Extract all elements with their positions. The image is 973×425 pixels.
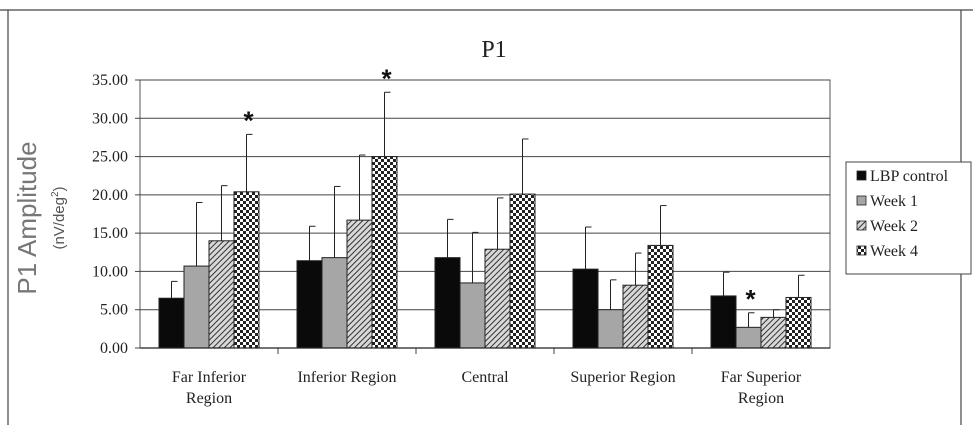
x-tick-label: Inferior Region [297, 369, 396, 386]
legend-label: Week 4 [870, 243, 918, 260]
bar [346, 219, 373, 349]
bars [158, 91, 812, 349]
x-tick-label: Region [738, 390, 784, 407]
y-tick-label: 20.00 [92, 187, 128, 204]
legend-label: Week 2 [870, 218, 918, 235]
significance-markers: * * * [243, 63, 756, 314]
legend-swatch [856, 195, 867, 206]
x-tick-label: Superior Region [570, 369, 675, 386]
y-axis-title: P1 Amplitude (nV/deg2) [12, 141, 68, 294]
y-tick-label: 35.00 [92, 72, 128, 89]
legend-swatch [856, 245, 867, 256]
bar [158, 297, 185, 349]
bar [647, 244, 674, 349]
bar [459, 282, 486, 349]
y-tick-label: 25.00 [92, 149, 128, 166]
bar [183, 265, 210, 349]
y-axis-ticks: 0.00 5.00 10.00 15.00 20.00 25.00 30.00 35.00 [92, 72, 140, 357]
bar [484, 248, 511, 349]
y-tick-label: 30.00 [92, 110, 128, 127]
bar [710, 295, 737, 349]
significance-star: * [243, 105, 254, 135]
bar [371, 156, 398, 349]
bar [296, 260, 323, 349]
bar [321, 257, 348, 349]
y-axis-unit: (nV/deg2) [50, 186, 68, 249]
legend-swatch [856, 170, 867, 181]
x-tick-label: Far Inferior [172, 369, 247, 386]
y-axis-label: P1 Amplitude [12, 141, 42, 294]
bar [735, 326, 762, 349]
legend-swatch [856, 220, 867, 231]
x-tick-label: Far Superior [721, 369, 802, 386]
bar [760, 316, 787, 349]
bar [434, 257, 461, 349]
y-tick-label: 15.00 [92, 225, 128, 242]
x-axis-labels: Far Inferior Region Inferior Region Central… [140, 347, 830, 407]
y-tick-label: 0.00 [100, 340, 128, 357]
x-tick-label: Central [461, 369, 509, 386]
bar [597, 309, 624, 349]
bar [509, 193, 536, 349]
bar [208, 240, 235, 349]
legend-label: LBP control [870, 168, 949, 185]
bar [785, 296, 812, 349]
x-tick-label: Region [186, 390, 232, 407]
legend [845, 161, 972, 275]
bar [572, 268, 599, 349]
significance-star: * [381, 63, 392, 93]
legend-label: Week 1 [870, 193, 918, 210]
chart-title: P1 [481, 37, 506, 63]
bar [233, 191, 260, 349]
y-tick-label: 10.00 [92, 263, 128, 280]
legend-entries: LBP control Week 1 Week 2 Week 4 [856, 168, 949, 260]
significance-star: * [745, 284, 756, 314]
y-tick-label: 5.00 [100, 302, 128, 319]
bar [622, 284, 649, 349]
